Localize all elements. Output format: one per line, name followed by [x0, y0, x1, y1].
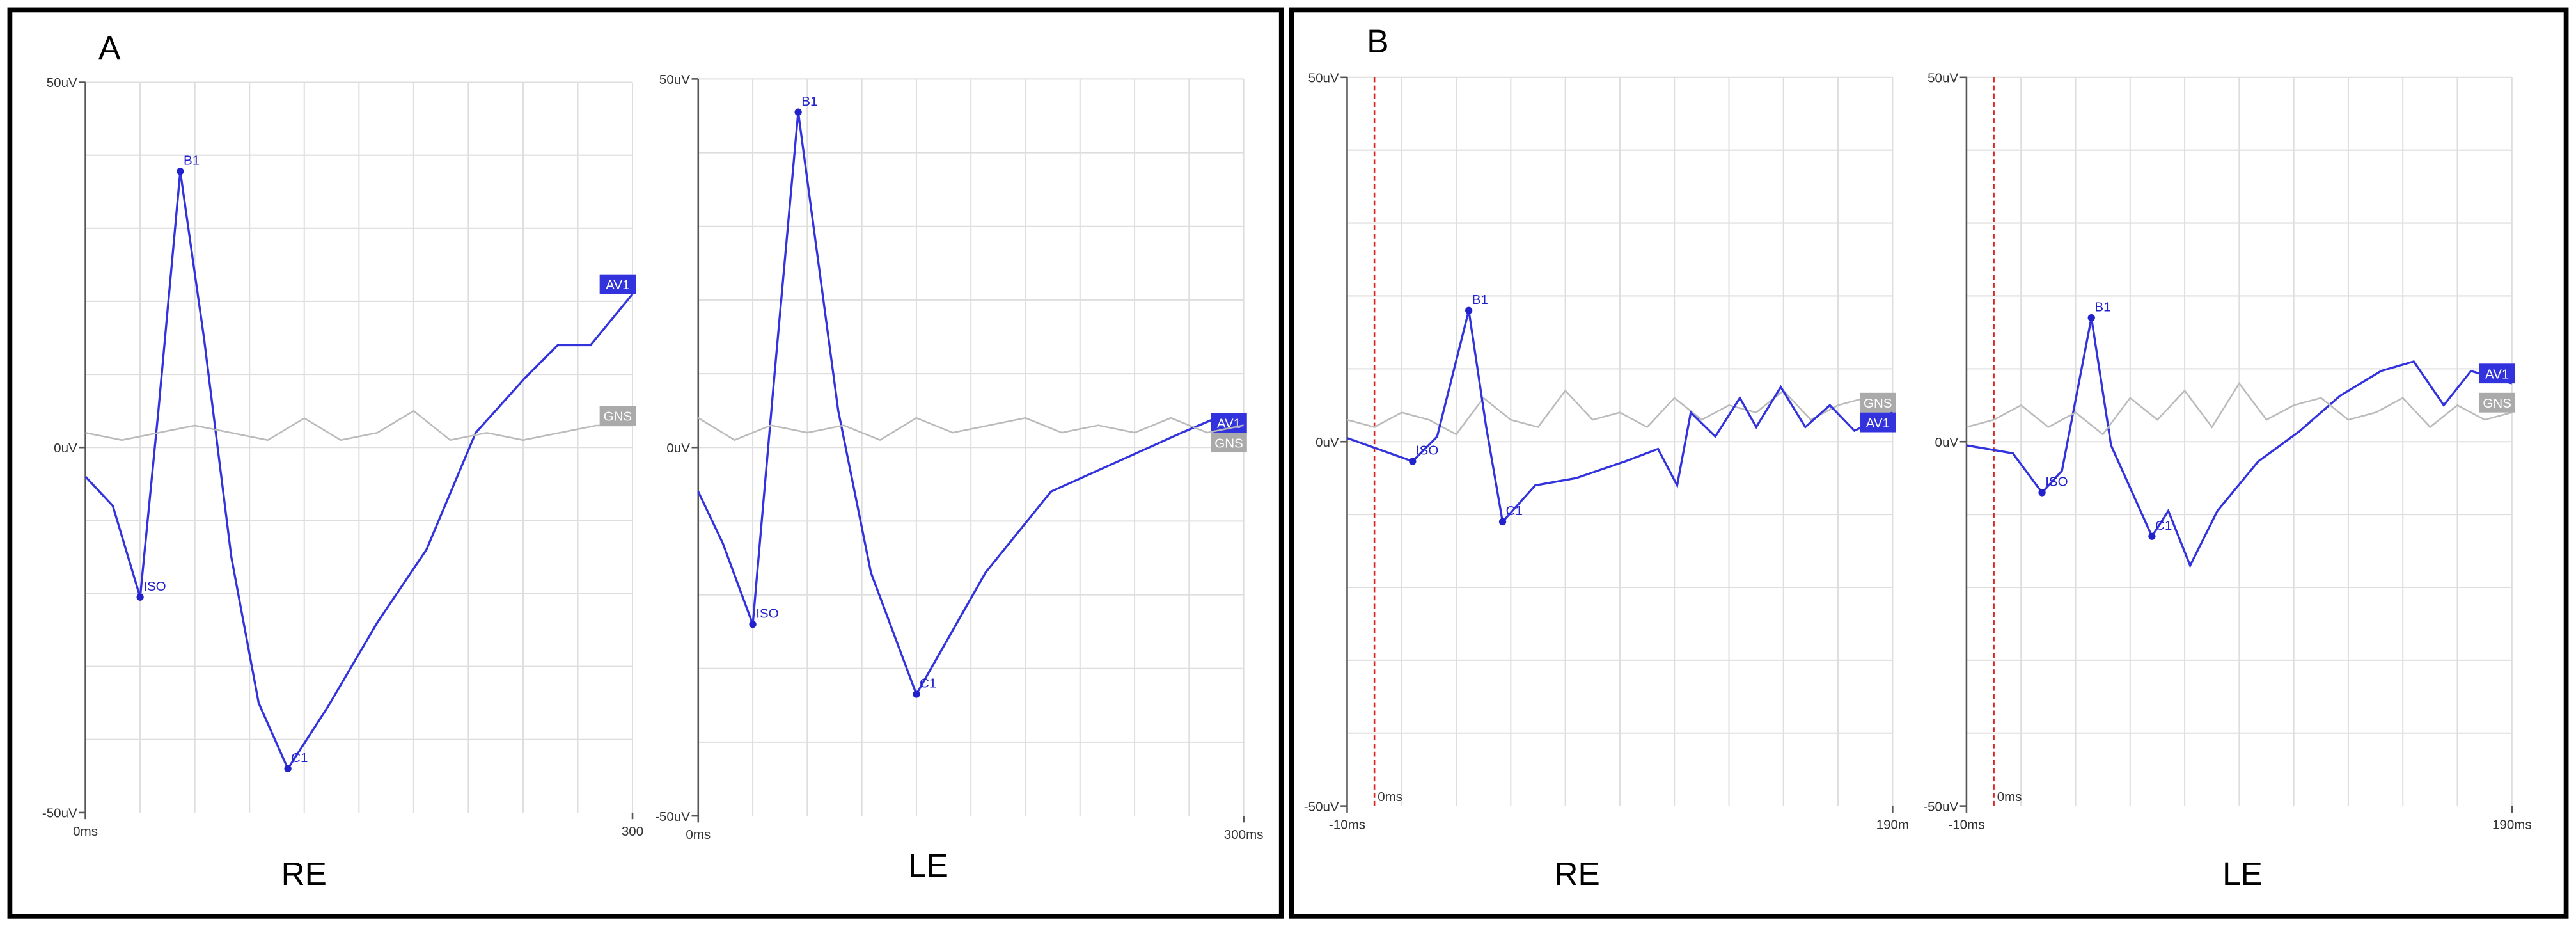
- y-tick-label: 50uV: [1928, 71, 1958, 86]
- peak-marker: [136, 593, 144, 601]
- y-tick-label: -50uV: [655, 809, 690, 824]
- x-tick-label: 190ms: [2492, 818, 2532, 832]
- x-tick-label: 300: [622, 824, 643, 839]
- peak-label: C1: [2155, 518, 2172, 533]
- peak-label: B1: [2094, 299, 2110, 314]
- peak-label: C1: [291, 751, 308, 765]
- peak-marker: [177, 168, 184, 175]
- y-tick-label: -50uV: [1304, 799, 1339, 814]
- peak-label: B1: [801, 94, 817, 109]
- series-tag: [1859, 412, 1896, 433]
- series-line: [1966, 317, 2513, 568]
- series-tag: [599, 274, 636, 294]
- y-tick-label: 50uV: [47, 76, 77, 90]
- series-line: [1346, 310, 1894, 525]
- legend-label: GNS: [1864, 396, 1892, 411]
- panel-frame: [1289, 7, 2569, 919]
- series-line: [85, 410, 633, 442]
- series-line: [1966, 381, 2513, 436]
- panel-label: A: [98, 29, 121, 67]
- chart-caption: RE: [281, 855, 327, 892]
- x-tick-label: 190m: [1876, 818, 1909, 832]
- series-line: [697, 111, 1245, 697]
- peak-marker: [913, 690, 920, 698]
- legend-label: AV1: [1866, 416, 1890, 431]
- y-tick-label: 50uV: [1308, 71, 1339, 86]
- peak-marker: [284, 765, 292, 773]
- legend-label: AV1: [606, 278, 629, 292]
- peak-label: ISO: [143, 579, 166, 594]
- x-tick-label: -10ms: [1329, 818, 1365, 832]
- peak-label: ISO: [2045, 475, 2068, 489]
- reference-label: 0ms: [1378, 790, 1402, 804]
- series-line: [698, 417, 1244, 442]
- peak-marker: [1465, 306, 1473, 314]
- x-tick-label: 0ms: [73, 824, 98, 839]
- peak-label: ISO: [756, 606, 778, 621]
- panel-label: B: [1367, 22, 1388, 60]
- peak-marker: [2148, 532, 2156, 540]
- y-tick-label: 50uV: [659, 72, 690, 87]
- legend-label: GNS: [1214, 436, 1243, 450]
- reference-label: 0ms: [1997, 790, 2022, 804]
- peak-marker: [1498, 518, 1507, 526]
- series-tag: [2479, 392, 2515, 413]
- y-tick-label: 0uV: [666, 441, 690, 456]
- chart-caption: LE: [908, 847, 948, 884]
- peak-label: C1: [1506, 504, 1523, 518]
- peak-label: B1: [1472, 292, 1488, 307]
- series-tag: [1859, 392, 1896, 413]
- x-tick-label: -10ms: [1948, 818, 1984, 832]
- series-line: [1347, 389, 1893, 436]
- legend-label: GNS: [604, 409, 632, 424]
- y-tick-label: -50uV: [1923, 799, 1958, 814]
- legend-label: AV1: [2485, 367, 2509, 381]
- y-tick-label: 0uV: [1315, 435, 1339, 450]
- panel-frame: [7, 7, 1284, 919]
- peak-marker: [2087, 314, 2095, 322]
- peak-marker: [794, 108, 802, 116]
- series-tag: [2479, 363, 2515, 384]
- series-tag: [1211, 433, 1247, 453]
- x-tick-label: 300ms: [1224, 827, 1264, 842]
- x-tick-label: 0ms: [686, 827, 711, 842]
- peak-label: B1: [184, 153, 200, 168]
- peak-marker: [2038, 489, 2046, 497]
- peak-marker: [1409, 458, 1417, 465]
- chart-caption: LE: [2222, 855, 2263, 892]
- peak-label: ISO: [1416, 443, 1438, 458]
- series-tag: [1211, 413, 1247, 433]
- y-tick-label: 0uV: [54, 441, 77, 456]
- y-tick-label: -50uV: [42, 806, 77, 821]
- peak-marker: [749, 620, 757, 628]
- y-tick-label: 0uV: [1935, 435, 1959, 450]
- legend-label: GNS: [2483, 396, 2511, 411]
- peak-label: C1: [920, 676, 936, 691]
- chart-caption: RE: [1554, 855, 1599, 892]
- series-tag: [599, 406, 636, 426]
